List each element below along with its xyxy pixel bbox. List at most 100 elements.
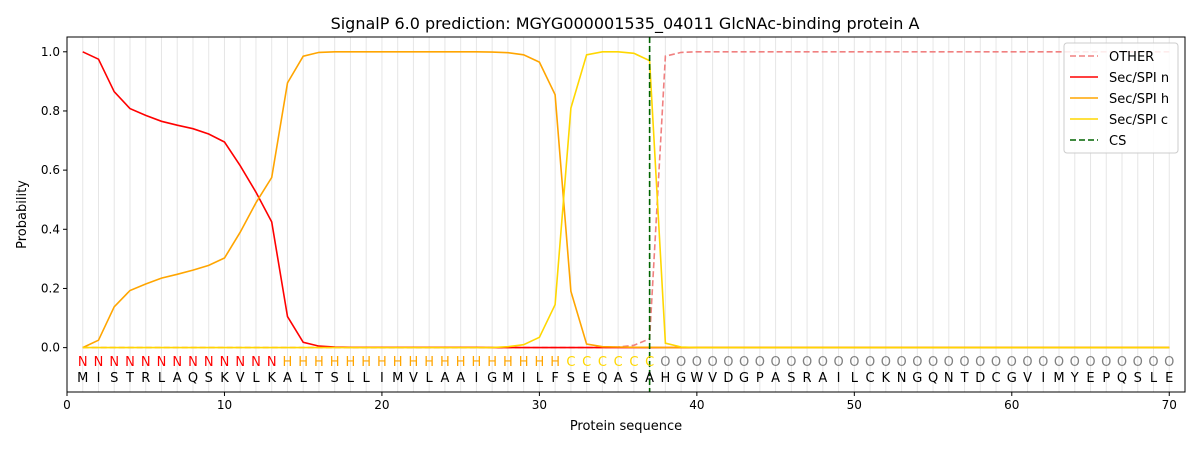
residue-label: A [173,371,182,386]
residue-label: S [630,371,638,386]
region-label: C [598,355,607,370]
residue-label: M [392,371,403,386]
residue-label: S [787,371,795,386]
region-label: N [141,355,151,370]
region-label: H [361,355,371,370]
region-label: H [314,355,324,370]
residue-label: V [708,371,717,386]
region-label: N [251,355,261,370]
x-tick-label: 0 [63,398,71,412]
residue-label: Q [188,371,198,386]
region-label: H [283,355,293,370]
residue-label: P [1102,371,1110,386]
residue-label: T [125,371,134,386]
residue-label: N [897,371,907,386]
region-label: O [1133,355,1143,370]
residue-label: S [567,371,575,386]
residue-label: L [851,371,859,386]
residue-label: I [380,371,384,386]
residue-label: I [837,371,841,386]
vertical-grid [82,37,1170,392]
region-label: O [991,355,1001,370]
residue-label: M [1053,371,1064,386]
residue-label: N [944,371,954,386]
residue-label: G [676,371,686,386]
residue-label: Y [1070,371,1079,386]
region-label: O [881,355,891,370]
residue-label: D [975,371,985,386]
series-layer [82,37,1170,392]
residue-label: V [409,371,418,386]
region-label: C [582,355,591,370]
region-label: H [440,355,450,370]
residue-label: L [300,371,308,386]
residue-label: E [1165,371,1173,386]
residue-label: H [660,371,670,386]
residue-label: A [440,371,449,386]
residue-label: L [252,371,260,386]
residue-label: P [756,371,764,386]
region-label: C [566,355,575,370]
residue-label: A [614,371,623,386]
region-label: N [78,355,88,370]
region-label: N [94,355,104,370]
x-tick-label: 20 [374,398,389,412]
axis-ticks: 0 10 20 30 40 50 60 70 0.0 0.2 0.4 0.6 0.8 1.0 [41,45,1177,412]
region-label: O [1164,355,1174,370]
region-label: H [393,355,403,370]
residue-label: G [912,371,922,386]
residue-label: E [583,371,591,386]
residue-label: M [77,371,88,386]
series-line-sec-spi-h [82,50,1170,349]
region-label: H [519,355,529,370]
region-label: N [157,355,167,370]
region-label: N [235,355,245,370]
series-line-other [82,50,1170,349]
residue-label: G [487,371,497,386]
region-label: O [1038,355,1048,370]
region-label: O [692,355,702,370]
residue-label: I [97,371,101,386]
region-label: C [629,355,638,370]
region-label: H [409,355,419,370]
residue-label: A [771,371,780,386]
region-label: O [849,355,859,370]
residue-label: A [818,371,827,386]
region-label: O [928,355,938,370]
region-label: H [503,355,513,370]
residue-label: Q [1117,371,1127,386]
region-label: O [959,355,969,370]
residue-label: S [331,371,339,386]
residue-label: Q [928,371,938,386]
plot-frame [66,36,1186,393]
residue-label: V [1023,371,1032,386]
x-tick-label: 10 [217,398,232,412]
y-tick-label: 0.0 [41,341,60,355]
region-label: O [833,355,843,370]
region-label: O [1022,355,1032,370]
legend-label: Sec/SPI n [1109,71,1169,86]
residue-label: D [723,371,733,386]
region-label: H [424,355,434,370]
region-label: O [1117,355,1127,370]
series-line-sec-spi-n [82,51,1170,349]
x-tick-label: 60 [1004,398,1019,412]
residue-label: R [803,371,812,386]
x-tick-label: 50 [847,398,862,412]
region-label: C [645,355,654,370]
residue-label: I [474,371,478,386]
region-label: H [472,355,482,370]
region-label: O [1070,355,1080,370]
region-label: O [912,355,922,370]
residue-label: E [1086,371,1094,386]
region-label: N [109,355,119,370]
residue-label: I [1041,371,1045,386]
y-tick-label: 0.8 [41,104,60,118]
x-tick-label: 70 [1162,398,1177,412]
residue-label: F [551,371,558,386]
legend-label: Sec/SPI h [1109,92,1169,107]
legend-box [1063,42,1179,154]
residue-label: K [882,371,891,386]
region-label: O [865,355,875,370]
